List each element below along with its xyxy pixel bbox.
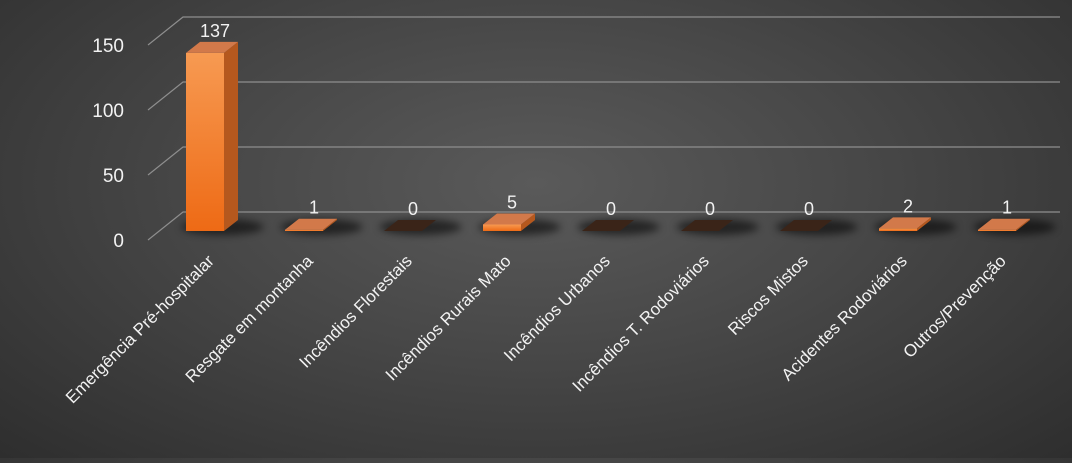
category-label: Riscos Mistos [724, 251, 812, 339]
bar-front-face [285, 229, 323, 231]
bar-top-face [384, 220, 436, 231]
category-label: Incêndios Urbanos [500, 251, 614, 365]
gridline [147, 16, 1060, 46]
bar [478, 213, 561, 235]
y-tick-label: 50 [103, 166, 124, 187]
bar-side-face [917, 217, 931, 231]
bar-top-face [978, 218, 1030, 230]
data-label: 0 [705, 199, 715, 219]
y-tick-label: 0 [113, 231, 124, 252]
bar [181, 41, 264, 235]
bar-top-face [780, 220, 832, 231]
data-label: 5 [507, 193, 517, 213]
data-label: 0 [606, 199, 616, 219]
bar [874, 217, 957, 235]
bar [775, 219, 858, 235]
bar-top-face [186, 41, 238, 53]
bar [973, 218, 1056, 235]
bar-top-face [483, 213, 535, 225]
bar [676, 219, 759, 235]
data-label: 1 [1002, 198, 1012, 218]
data-label: 1 [309, 198, 319, 218]
bar-side-face [521, 213, 535, 231]
bar-side-face [323, 218, 337, 231]
bar-side-face [224, 41, 238, 232]
data-label: 2 [903, 196, 913, 216]
gridline [147, 211, 1060, 241]
bars [181, 41, 1056, 235]
data-label: 137 [200, 21, 230, 41]
y-axis-ticks: 0 50 100 150 [92, 36, 124, 252]
bar-front-face [483, 224, 521, 231]
bar-front-face [978, 229, 1016, 231]
y-tick-label: 150 [92, 36, 124, 57]
bar-top-face [681, 220, 733, 231]
gridline [147, 146, 1060, 176]
bar-side-face [1016, 218, 1030, 231]
bar-top-face [879, 217, 931, 229]
bar-top-face [582, 220, 634, 231]
bar-front-face [879, 228, 917, 231]
y-tick-label: 100 [92, 101, 124, 122]
bar [280, 218, 363, 235]
data-label: 0 [804, 199, 814, 219]
bar [577, 219, 660, 235]
data-label: 0 [408, 199, 418, 219]
bar-top-face [285, 218, 337, 230]
category-label: Outros/Prevenção [900, 251, 1010, 361]
gridlines [147, 16, 1060, 241]
bar [379, 219, 462, 235]
bar-front-face [186, 52, 224, 232]
gridline [147, 81, 1060, 111]
